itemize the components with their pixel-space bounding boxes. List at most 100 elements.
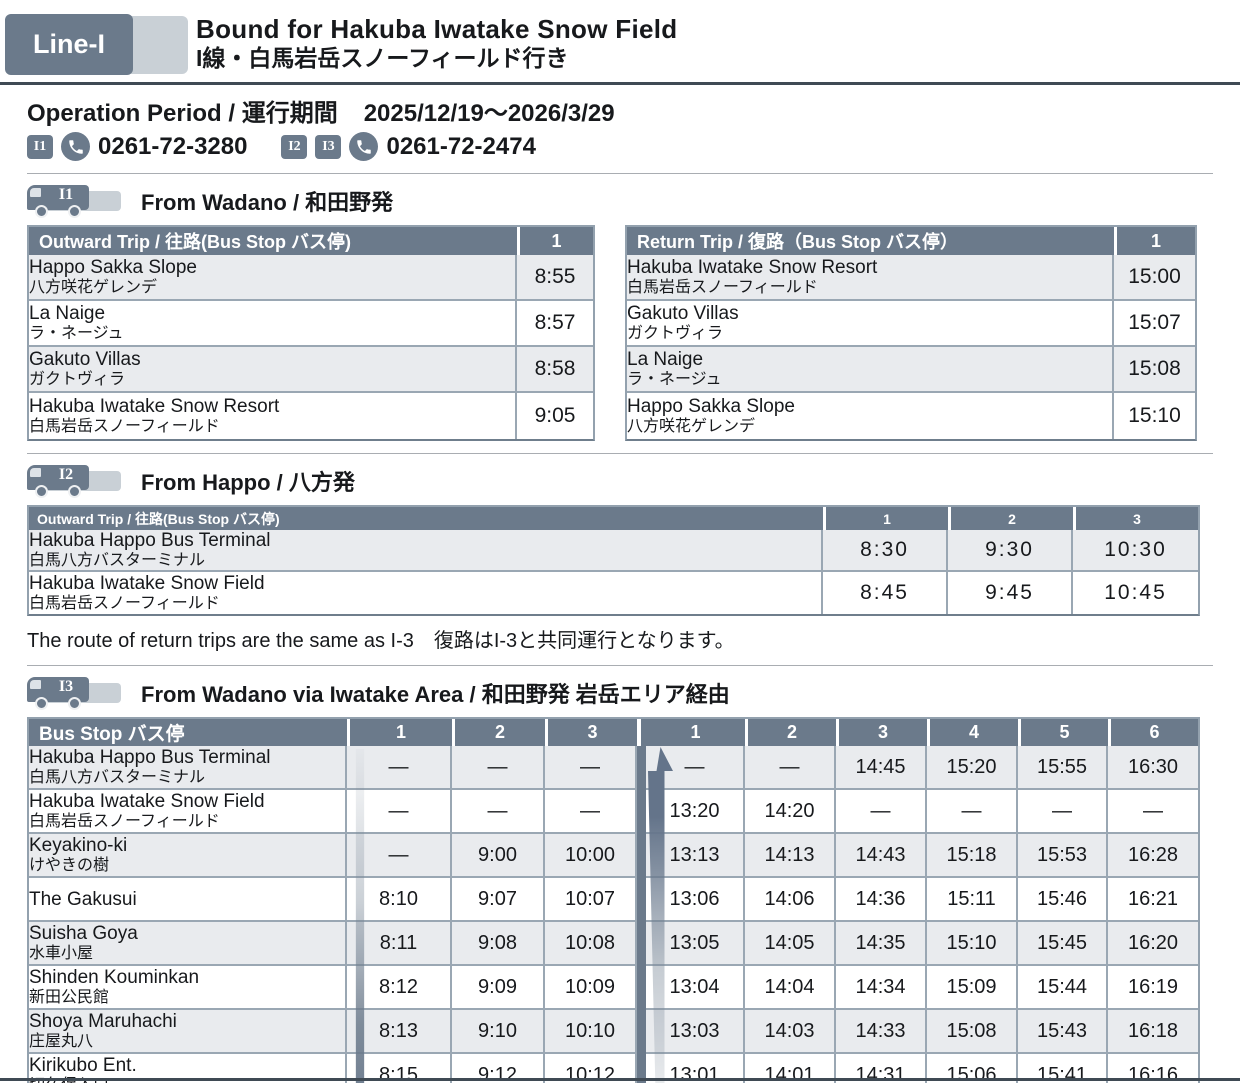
stop-name-ja: ラ・ネージュ: [29, 325, 124, 342]
time-cell: 13:04: [646, 966, 745, 1010]
time-cell: 10:45: [1073, 572, 1198, 614]
time-cell: 8:57: [517, 301, 593, 347]
stop-name-en: Hakuba Iwatake Snow Resort: [627, 257, 878, 278]
section-i2: I2 From Happo / 八方発 Outward Trip / 往路(Bu…: [27, 453, 1213, 653]
stop-name-cell: Hakuba Happo Bus Terminal 白馬八方バスターミナル: [29, 530, 823, 572]
stop-name-en: Kirikubo Ent.: [29, 1055, 137, 1076]
table-row: Hakuba Iwatake Snow Resort 白馬岩岳スノーフィールド 1…: [627, 255, 1195, 301]
happo-outward-table: Outward Trip / 往路(Bus Stop バス停) 1 2 3 Ha…: [27, 505, 1200, 616]
stop-name-ja: 庄屋丸八: [29, 1033, 94, 1050]
table-row: Suisha Goya 水車小屋 8:11 9:08 10:08 13:05 14…: [29, 922, 1198, 966]
stop-name-en: Gakuto Villas: [29, 349, 141, 370]
header-row: Outward Trip / 往路(Bus Stop バス停) 1: [29, 227, 593, 255]
time-cell: 15:46: [1018, 878, 1108, 922]
time-cell: 15:10: [1114, 393, 1195, 439]
time-cell: 14:06: [745, 878, 836, 922]
time-cell: —: [836, 790, 927, 834]
group-divider: [637, 1010, 646, 1054]
time-cell: 10:10: [545, 1010, 637, 1054]
stop-name-cell: Hakuba Iwatake Snow Field 白馬岩岳スノーフィールド: [29, 790, 347, 834]
time-cell: 14:33: [836, 1010, 927, 1054]
time-cell: 14:05: [745, 922, 836, 966]
column-header-m2: 2: [452, 719, 545, 746]
table-row: Happo Sakka Slope 八方咲花ゲレンデ 8:55: [29, 255, 593, 301]
time-cell: 8:55: [517, 255, 593, 301]
time-cell: 9:08: [452, 922, 545, 966]
table-row: Keyakino-ki けやきの樹 — 9:00 10:00 13:13 14:1…: [29, 834, 1198, 878]
time-cell: 9:09: [452, 966, 545, 1010]
time-cell: 16:20: [1108, 922, 1198, 966]
time-cell: 15:09: [927, 966, 1018, 1010]
column-header-a2: 2: [745, 719, 836, 746]
column-header-outward: Outward Trip / 往路(Bus Stop バス停): [29, 227, 517, 255]
column-header-m1: 1: [347, 719, 452, 746]
column-header-2: 2: [948, 507, 1073, 530]
section-title: From Happo / 八方発: [141, 470, 355, 495]
time-cell: 14:13: [745, 834, 836, 878]
section-i1: I1 From Wadano / 和田野発 Outward Trip / 往路(…: [27, 173, 1213, 441]
bus-wheel-icon: [68, 485, 81, 498]
stop-name-cell: Hakuba Happo Bus Terminal 白馬八方バスターミナル: [29, 746, 347, 790]
time-cell: 9:30: [948, 530, 1073, 572]
stop-name-ja: ガクトヴィラ: [29, 371, 126, 388]
time-cell: 15:11: [927, 878, 1018, 922]
page-header: Line-I Bound for Hakuba Iwatake Snow Fie…: [0, 0, 1240, 85]
stop-name-en: La Naige: [627, 349, 704, 370]
time-cell: 10:09: [545, 966, 637, 1010]
stop-name-en: Shoya Maruhachi: [29, 1011, 177, 1032]
stop-name-en: Hakuba Happo Bus Terminal: [29, 530, 271, 551]
time-cell: 14:45: [836, 746, 927, 790]
section-i3-header: I3 From Wadano via Iwatake Area / 和田野発 岩…: [27, 676, 1213, 710]
phone-icon: [349, 132, 379, 161]
column-header-a6: 6: [1108, 719, 1198, 746]
phone-contacts: I1 0261-72-3280 I2 I3 0261-72-2474: [27, 132, 1213, 161]
time-cell: 15:43: [1018, 1010, 1108, 1054]
time-cell: 13:13: [646, 834, 745, 878]
time-cell: —: [545, 790, 637, 834]
time-cell: 15:45: [1018, 922, 1108, 966]
time-cell: —: [452, 790, 545, 834]
bus-wheel-icon: [35, 205, 48, 218]
time-cell: —: [347, 790, 452, 834]
stop-name-en: Happo Sakka Slope: [627, 396, 795, 417]
stop-name-cell: Shoya Maruhachi 庄屋丸八: [29, 1010, 347, 1054]
stop-name-ja: 白馬岩岳スノーフィールド: [29, 595, 220, 612]
time-cell: 14:03: [745, 1010, 836, 1054]
stop-name-ja: ラ・ネージュ: [627, 371, 722, 388]
outward-trip-table: Outward Trip / 往路(Bus Stop バス停) 1 Happo …: [27, 225, 595, 441]
time-cell: 8:30: [823, 530, 948, 572]
phone-number: 0261-72-3280: [98, 132, 248, 160]
time-cell: —: [452, 746, 545, 790]
time-cell: 10:30: [1073, 530, 1198, 572]
time-cell: 15:20: [927, 746, 1018, 790]
bus-badge-i1: I1: [27, 185, 129, 218]
group-divider: [637, 834, 646, 878]
stop-name-en: Gakuto Villas: [627, 303, 739, 324]
stop-name-en: Hakuba Iwatake Snow Field: [29, 791, 265, 812]
line-badge-group: Line-I: [0, 12, 196, 76]
time-cell: 8:11: [347, 922, 452, 966]
stop-name-ja: 白馬八方バスターミナル: [29, 552, 206, 569]
column-header-1: 1: [823, 507, 948, 530]
stop-name-en: Hakuba Iwatake Snow Field: [29, 573, 265, 594]
route-badge-i2: I2: [281, 134, 308, 159]
stop-name-en: Keyakino-ki: [29, 835, 128, 856]
table-row: Hakuba Happo Bus Terminal 白馬八方バスターミナル — —…: [29, 746, 1198, 790]
header-row: Outward Trip / 往路(Bus Stop バス停) 1 2 3: [29, 507, 1198, 530]
stop-name-en: Suisha Goya: [29, 923, 138, 944]
stop-name-en: La Naige: [29, 303, 106, 324]
time-cell: —: [1108, 790, 1198, 834]
stop-name-ja: ガクトヴィラ: [627, 325, 724, 342]
footer-divider: [0, 1078, 1240, 1081]
time-cell: 9:07: [452, 878, 545, 922]
stop-name-cell: Shinden Kouminkan 新田公民館: [29, 966, 347, 1010]
time-cell: —: [347, 746, 452, 790]
stop-name-ja: 八方咲花ゲレンデ: [627, 418, 756, 435]
bus-wheel-icon: [35, 485, 48, 498]
stop-name-en: The Gakusui: [29, 888, 137, 910]
badge-label: I2: [58, 466, 74, 483]
badge-label: I3: [58, 678, 74, 695]
section-title: From Wadano via Iwatake Area / 和田野発 岩岳エリ…: [141, 682, 730, 707]
group-divider: [637, 966, 646, 1010]
stop-name-cell: Happo Sakka Slope 八方咲花ゲレンデ: [29, 255, 517, 301]
